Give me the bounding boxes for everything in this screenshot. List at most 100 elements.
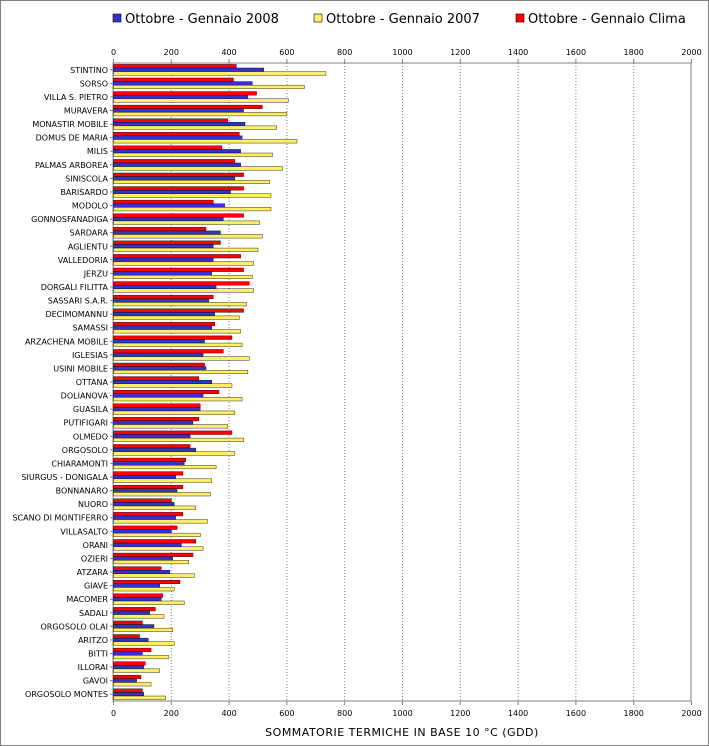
legend-label: Ottobre - Gennaio 2007 (326, 12, 480, 27)
bar-ottobre-gennaio-clima (113, 498, 172, 503)
bar-ottobre-gennaio-2007 (113, 532, 201, 537)
bar-ottobre-gennaio-2007 (113, 71, 327, 76)
bar-ottobre-gennaio-2007 (113, 261, 254, 266)
bar-ottobre-gennaio-2008 (113, 366, 207, 371)
category-label: ARITZO (78, 636, 108, 645)
bar-ottobre-gennaio-2007 (113, 275, 253, 280)
bar-ottobre-gennaio-clima (113, 430, 233, 435)
bar-ottobre-gennaio-2007 (113, 505, 197, 510)
bar-ottobre-gennaio-2008 (113, 217, 224, 222)
category-label: ATZARA (77, 568, 109, 577)
legend-swatch (313, 13, 323, 23)
x-tick-label-top: 800 (337, 48, 352, 57)
bar-ottobre-gennaio-2008 (113, 597, 162, 602)
bar-ottobre-gennaio-clima (113, 335, 233, 340)
category-label: DORGALI FILITTA (41, 283, 109, 292)
bar-ottobre-gennaio-2008 (113, 570, 171, 575)
x-tick-label-top: 1800 (624, 48, 644, 57)
bar-ottobre-gennaio-clima (113, 539, 197, 544)
category-label: OZIERI (81, 554, 108, 563)
bar-ottobre-gennaio-2007 (113, 465, 217, 470)
x-tick-label-top: 400 (221, 48, 236, 57)
x-tick-label-top: 1200 (450, 48, 470, 57)
bar-ottobre-gennaio-clima (113, 525, 178, 530)
bar-ottobre-gennaio-clima (113, 267, 244, 272)
bar-ottobre-gennaio-2008 (113, 556, 173, 561)
bar-ottobre-gennaio-2007 (113, 152, 273, 157)
category-label: MONASTIR MOBILE (32, 120, 108, 129)
x-tick-label-bottom: 2000 (681, 709, 701, 718)
bar-ottobre-gennaio-2008 (113, 352, 204, 357)
x-tick-label-bottom: 0 (111, 709, 116, 718)
category-label: OLMEDO (73, 432, 108, 441)
bar-ottobre-gennaio-clima (113, 159, 236, 164)
bar-ottobre-gennaio-clima (113, 457, 186, 462)
category-label: SCANO DI MONTIFERRO (12, 514, 108, 523)
x-tick-label-bottom: 1000 (392, 709, 412, 718)
bar-ottobre-gennaio-2007 (113, 519, 208, 524)
bar-ottobre-gennaio-2008 (113, 257, 214, 262)
bar-ottobre-gennaio-2008 (113, 108, 244, 113)
category-label: DOLIANOVA (61, 392, 109, 401)
bar-ottobre-gennaio-2008 (113, 529, 172, 534)
bar-ottobre-gennaio-2008 (113, 692, 145, 697)
bar-ottobre-gennaio-2008 (113, 380, 212, 385)
bar-ottobre-gennaio-clima (113, 172, 244, 177)
bar-ottobre-gennaio-2008 (113, 230, 221, 235)
bar-ottobre-gennaio-2008 (113, 583, 160, 588)
bar-ottobre-gennaio-2007 (113, 247, 259, 252)
category-label: ARZACHENA MOBILE (25, 337, 108, 346)
bar-ottobre-gennaio-clima (113, 199, 214, 204)
bar-ottobre-gennaio-2007 (113, 668, 160, 673)
bar-ottobre-gennaio-clima (113, 145, 223, 150)
bar-ottobre-gennaio-2007 (113, 600, 185, 605)
bar-ottobre-gennaio-clima (113, 132, 240, 137)
category-label: OTTANA (76, 378, 109, 387)
category-label: AGLIENTU (68, 242, 108, 251)
bar-ottobre-gennaio-2008 (113, 502, 175, 507)
bar-ottobre-gennaio-2007 (113, 98, 289, 103)
bar-ottobre-gennaio-clima (113, 118, 228, 123)
bar-ottobre-gennaio-clima (113, 620, 143, 625)
bar-ottobre-gennaio-2008 (113, 203, 225, 208)
bar-ottobre-gennaio-clima (113, 294, 214, 299)
bar-ottobre-gennaio-clima (113, 552, 194, 557)
bar-ottobre-gennaio-clima (113, 376, 199, 381)
x-tick-label-top: 2000 (681, 48, 701, 57)
bar-ottobre-gennaio-clima (113, 362, 205, 367)
bar-ottobre-gennaio-clima (113, 417, 199, 422)
category-label: SIURGUS - DONIGALA (21, 473, 108, 482)
category-label: ORGOSOLO OLAI (40, 622, 108, 631)
bar-ottobre-gennaio-2008 (113, 94, 249, 99)
bar-ottobre-gennaio-2007 (113, 478, 212, 483)
bar-ottobre-gennaio-2007 (113, 424, 228, 429)
bar-ottobre-gennaio-2007 (113, 356, 250, 361)
category-label: IGLESIAS (72, 351, 108, 360)
bar-ottobre-gennaio-2008 (113, 149, 241, 154)
category-label: VALLEDORIA (58, 256, 109, 265)
x-tick-label-bottom: 800 (337, 709, 352, 718)
bar-ottobre-gennaio-2008 (113, 271, 212, 276)
category-label: PALMAS ARBOREA (35, 161, 109, 170)
bar-ottobre-gennaio-clima (113, 566, 162, 571)
category-label: BONNANARO (56, 487, 108, 496)
bar-ottobre-gennaio-2007 (113, 139, 298, 144)
x-tick-label-top: 1000 (392, 48, 412, 57)
bar-ottobre-gennaio-clima (113, 240, 221, 245)
bar-ottobre-gennaio-2007 (113, 641, 175, 646)
bar-ottobre-gennaio-2008 (113, 81, 253, 86)
bar-ottobre-gennaio-2008 (113, 135, 243, 140)
category-label: SINISCOLA (65, 174, 108, 183)
bar-ottobre-gennaio-2007 (113, 614, 165, 619)
category-label: ORGOSOLO (62, 446, 108, 455)
category-label: VILLASALTO (60, 527, 108, 536)
category-label: USINI MOBILE (53, 364, 108, 373)
bar-ottobre-gennaio-2008 (113, 637, 149, 642)
bar-ottobre-gennaio-clima (113, 213, 244, 218)
bar-ottobre-gennaio-clima (113, 77, 234, 82)
legend-label: Ottobre - Gennaio 2008 (125, 12, 279, 27)
category-label: SARDARA (70, 229, 109, 238)
bar-ottobre-gennaio-2007 (113, 546, 204, 551)
bar-ottobre-gennaio-clima (113, 661, 146, 666)
category-label: MILIS (87, 147, 108, 156)
